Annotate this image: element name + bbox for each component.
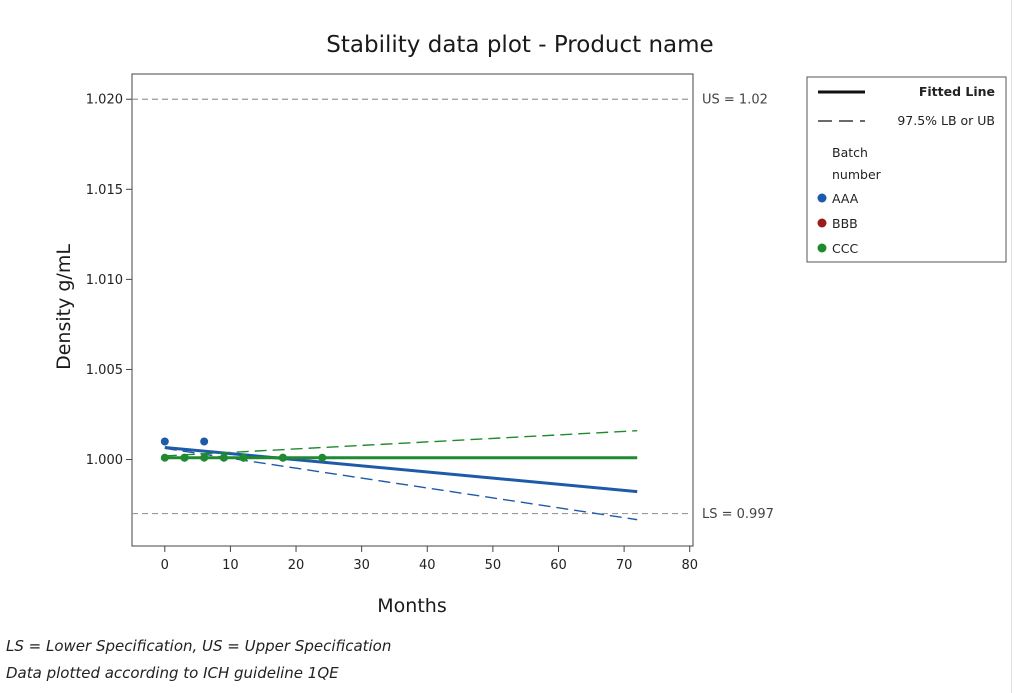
stability-chart: Stability data plot - Product name 1.000… xyxy=(53,32,1007,617)
data-point-ccc xyxy=(200,453,209,462)
data-point-aaa xyxy=(160,437,169,446)
legend: Fitted Line 97.5% LB or UB Batch number … xyxy=(806,76,1007,263)
y-tick-label: 1.010 xyxy=(86,273,123,288)
data-point-ccc xyxy=(278,453,287,462)
bound-line-ccc xyxy=(164,430,638,457)
chart-title: Stability data plot - Product name xyxy=(326,32,713,58)
legend-marker-ccc xyxy=(817,243,827,253)
data-point-ccc xyxy=(239,453,248,462)
legend-group-title-1: Batch xyxy=(832,145,868,160)
legend-label-bbb: BBB xyxy=(832,216,858,231)
legend-label-ccc: CCC xyxy=(832,241,858,256)
data-point-ccc xyxy=(160,453,169,462)
y-axis-label: Density g/mL xyxy=(53,244,75,370)
plot-area: 1.000 1.005 1.010 1.015 1.020 0 10 20 30 40 50 60 70… xyxy=(86,73,774,573)
footnote-guideline: Data plotted according to ICH guideline … xyxy=(6,664,339,682)
y-tick-label: 1.000 xyxy=(86,453,123,468)
data-point-ccc xyxy=(318,453,327,462)
data-point-aaa xyxy=(200,437,209,446)
legend-group-title-2: number xyxy=(832,167,882,182)
legend-marker-aaa xyxy=(817,193,827,203)
x-tick-label: 50 xyxy=(485,558,502,573)
x-tick-label: 20 xyxy=(288,558,305,573)
legend-marker-bbb xyxy=(817,218,827,228)
x-tick-label: 0 xyxy=(161,558,169,573)
x-tick-label: 60 xyxy=(550,558,567,573)
legend-label-aaa: AAA xyxy=(832,191,859,206)
plot-frame xyxy=(131,73,694,547)
x-tick-label: 40 xyxy=(419,558,436,573)
x-tick-label: 80 xyxy=(681,558,698,573)
reference-line-label: US = 1.02 xyxy=(702,93,768,108)
x-axis-label: Months xyxy=(377,595,446,617)
legend-fitted-line-label: Fitted Line xyxy=(919,84,995,99)
fitted-line-aaa xyxy=(164,445,638,494)
x-tick-label: 70 xyxy=(616,558,633,573)
y-tick-label: 1.015 xyxy=(86,183,123,198)
reference-line-label: LS = 0.997 xyxy=(702,507,774,522)
legend-box xyxy=(806,76,1007,263)
x-tick-label: 30 xyxy=(353,558,370,573)
footnote-spec-legend: LS = Lower Specification, US = Upper Spe… xyxy=(6,637,392,655)
data-point-ccc xyxy=(219,453,228,462)
y-tick-label: 1.005 xyxy=(86,363,123,378)
legend-bound-label: 97.5% LB or UB xyxy=(897,113,995,128)
data-point-ccc xyxy=(180,453,189,462)
y-tick-label: 1.020 xyxy=(86,93,123,108)
x-tick-label: 10 xyxy=(222,558,239,573)
